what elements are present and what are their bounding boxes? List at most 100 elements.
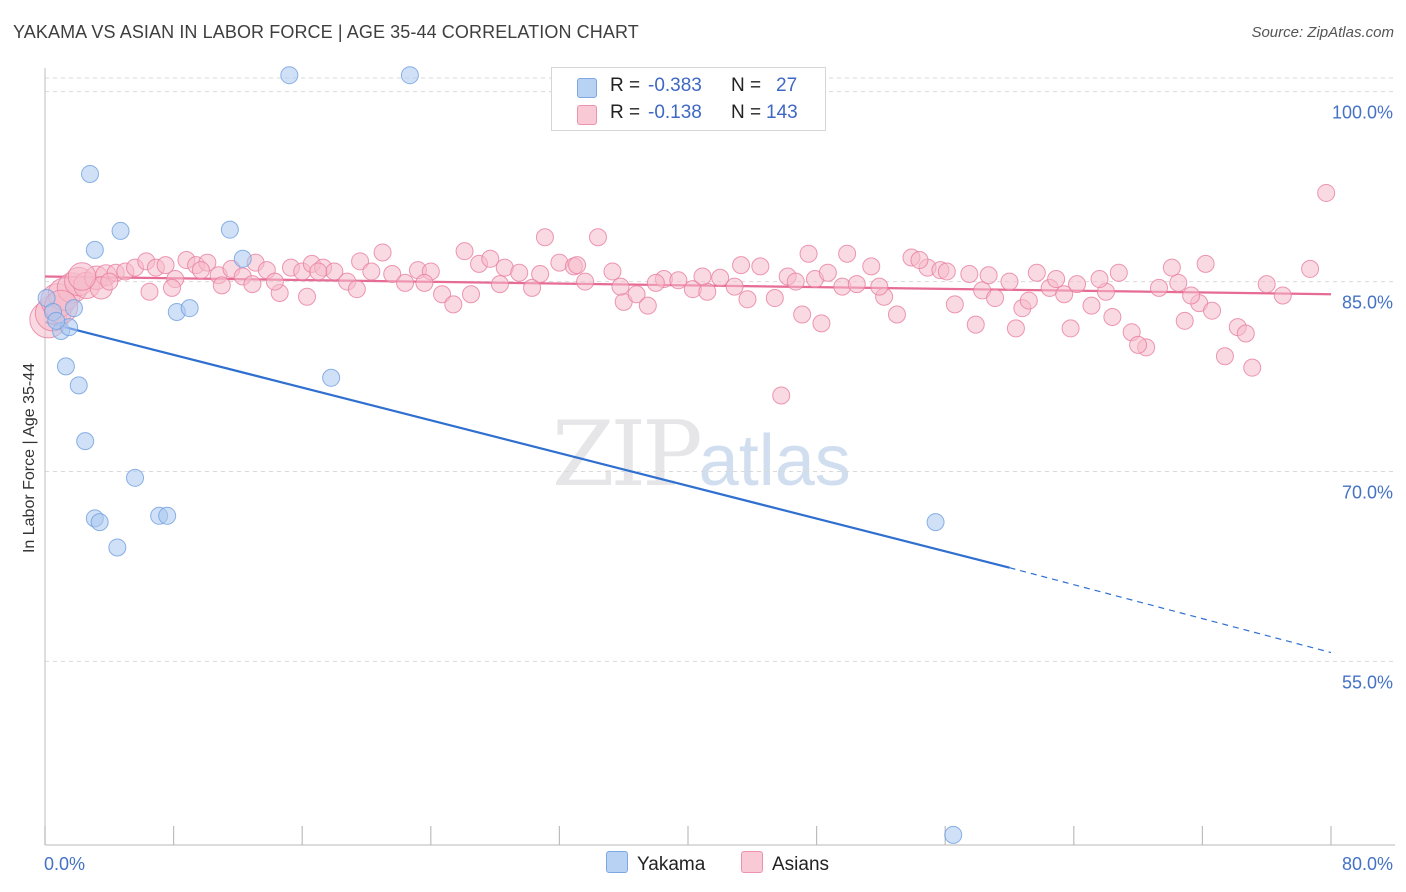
data-point-yakama bbox=[56, 357, 75, 376]
data-point-asians bbox=[887, 305, 906, 324]
bottom-legend-label-yakama: Yakama bbox=[637, 854, 706, 875]
data-point-asians bbox=[1175, 311, 1194, 330]
legend-r-label: R = bbox=[610, 75, 641, 96]
data-point-asians bbox=[1047, 270, 1066, 289]
legend-n-value: 143 bbox=[766, 102, 798, 123]
data-point-asians bbox=[986, 289, 1005, 308]
data-point-asians bbox=[156, 256, 175, 275]
data-point-asians bbox=[1109, 263, 1128, 282]
legend-swatch-yakama bbox=[577, 78, 597, 98]
data-point-asians bbox=[772, 386, 791, 405]
data-point-asians bbox=[1182, 286, 1201, 305]
x-tick-label: 0.0% bbox=[44, 854, 85, 874]
data-point-asians bbox=[751, 257, 770, 276]
data-point-asians bbox=[461, 285, 480, 304]
data-point-asians bbox=[383, 264, 402, 283]
data-point-yakama bbox=[233, 249, 252, 268]
data-point-asians bbox=[960, 264, 979, 283]
data-point-yakama bbox=[280, 66, 299, 85]
data-point-asians bbox=[1149, 278, 1168, 297]
data-point-yakama bbox=[64, 299, 83, 318]
legend-n-label: N = bbox=[731, 75, 762, 96]
data-point-asians bbox=[937, 262, 956, 281]
data-point-yakama bbox=[944, 825, 963, 844]
data-point-asians bbox=[1215, 347, 1234, 366]
legend-n-value: 27 bbox=[776, 75, 798, 96]
data-point-asians bbox=[523, 278, 542, 297]
x-tick-label: 80.0% bbox=[1342, 854, 1393, 874]
data-point-asians bbox=[847, 275, 866, 294]
data-point-asians bbox=[765, 289, 784, 308]
data-point-asians bbox=[1236, 324, 1255, 343]
data-point-asians bbox=[1019, 291, 1038, 310]
data-point-asians bbox=[1203, 301, 1222, 320]
data-point-asians bbox=[1301, 259, 1320, 278]
data-point-yakama bbox=[220, 220, 239, 239]
data-point-asians bbox=[1103, 308, 1122, 327]
data-point-asians bbox=[1243, 358, 1262, 377]
data-point-asians bbox=[910, 251, 929, 270]
y-tick-label: 85.0% bbox=[1342, 293, 1393, 313]
legend-row-asians: R = -0.138 N = 143 bbox=[552, 101, 825, 129]
data-point-yakama bbox=[69, 376, 88, 395]
legend-row-yakama: R = -0.383 N = 27 bbox=[552, 74, 825, 102]
data-point-asians bbox=[862, 257, 881, 276]
data-point-asians bbox=[576, 272, 595, 291]
data-point-asians bbox=[979, 266, 998, 285]
trend-line-yakama bbox=[44, 321, 1010, 569]
data-point-asians bbox=[162, 278, 181, 297]
data-point-asians bbox=[1000, 272, 1019, 291]
data-point-asians bbox=[347, 280, 366, 299]
data-point-asians bbox=[627, 285, 646, 304]
legend-r-value: -0.383 bbox=[648, 75, 702, 96]
legend-r-label: R = bbox=[610, 102, 641, 123]
data-point-asians bbox=[1162, 258, 1181, 277]
data-point-asians bbox=[1006, 319, 1025, 338]
data-point-asians bbox=[738, 290, 757, 309]
bottom-legend-swatch-yakama bbox=[606, 851, 628, 873]
data-point-asians bbox=[212, 276, 231, 295]
data-point-asians bbox=[1061, 319, 1080, 338]
axes bbox=[44, 68, 1395, 846]
data-point-asians bbox=[1068, 275, 1087, 294]
data-point-asians bbox=[535, 228, 554, 247]
data-point-asians bbox=[725, 277, 744, 296]
data-point-asians bbox=[1257, 275, 1276, 294]
bottom-legend-yakama: Yakama bbox=[606, 851, 705, 876]
data-point-asians bbox=[1169, 273, 1188, 292]
correlation-legend: R = -0.383 N = 27 R = -0.138 N = 143 bbox=[551, 67, 826, 131]
data-point-yakama bbox=[47, 311, 66, 330]
data-point-asians bbox=[444, 295, 463, 314]
data-point-yakama bbox=[180, 299, 199, 318]
data-point-asians bbox=[362, 262, 381, 281]
x-tick-labels: 0.0% 80.0% bbox=[44, 854, 1393, 874]
legend-swatch-asians bbox=[577, 105, 597, 125]
data-point-asians bbox=[698, 282, 717, 301]
bottom-legend-swatch-asians bbox=[741, 851, 763, 873]
data-point-asians bbox=[693, 267, 712, 286]
data-point-asians bbox=[711, 268, 730, 287]
data-point-asians bbox=[298, 287, 317, 306]
data-point-asians bbox=[799, 244, 818, 263]
y-tick-label: 55.0% bbox=[1342, 672, 1393, 692]
data-point-asians bbox=[243, 275, 262, 294]
data-point-yakama bbox=[400, 66, 419, 85]
data-point-asians bbox=[490, 275, 509, 294]
data-point-asians bbox=[481, 249, 500, 268]
y-tick-label: 70.0% bbox=[1342, 482, 1393, 502]
data-point-yakama bbox=[158, 506, 177, 525]
data-points bbox=[29, 66, 1336, 844]
data-point-asians bbox=[67, 262, 97, 291]
data-point-asians bbox=[870, 277, 889, 296]
data-point-asians bbox=[531, 264, 550, 283]
data-point-asians bbox=[818, 263, 837, 282]
source-credit: Source: ZipAtlas.com bbox=[1251, 24, 1394, 41]
data-point-asians bbox=[568, 256, 587, 275]
trend-line-extension bbox=[1009, 567, 1332, 654]
data-point-asians bbox=[309, 262, 328, 281]
data-point-asians bbox=[510, 263, 529, 282]
data-point-asians bbox=[732, 256, 751, 275]
legend-n-label: N = bbox=[731, 102, 762, 123]
y-tick-labels: 55.0% 70.0% 85.0% 100.0% bbox=[1332, 103, 1393, 693]
